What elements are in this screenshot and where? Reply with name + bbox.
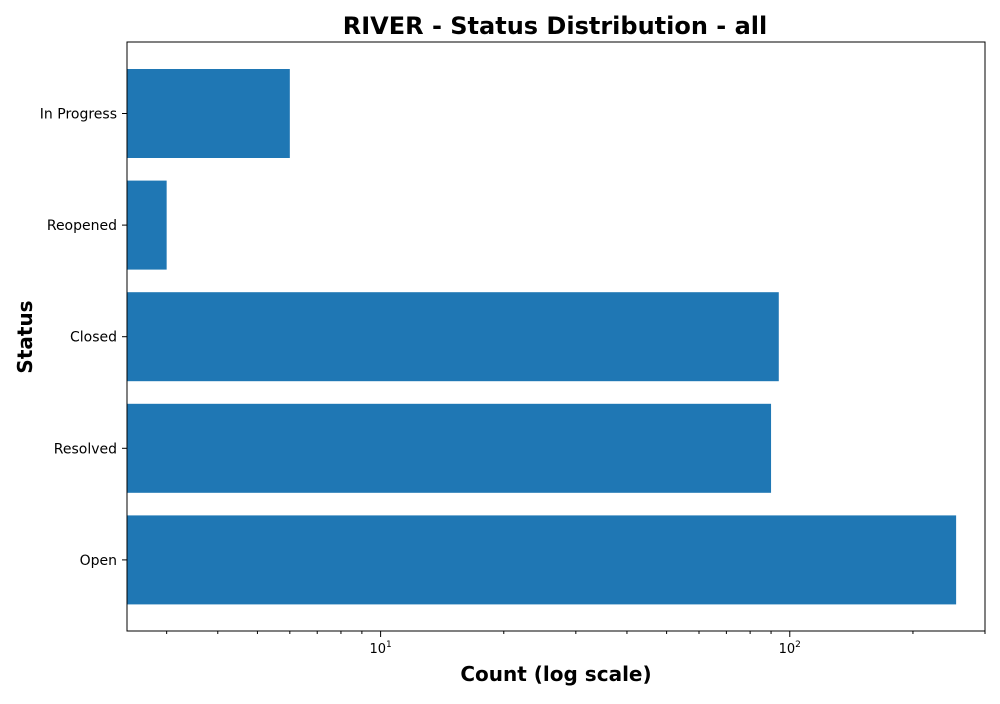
- x-ticks-group: 101 102: [166, 631, 986, 657]
- y-axis-label: Status: [13, 300, 37, 373]
- y-tick-label: In Progress: [40, 107, 117, 123]
- x-tick-label: 101: [369, 640, 391, 657]
- bar-closed: [127, 292, 779, 382]
- bar-open: [127, 515, 957, 605]
- bar-in-progress: [127, 69, 290, 158]
- y-tick-label: Reopened: [47, 218, 117, 234]
- bar-resolved: [127, 403, 772, 493]
- y-tick-label: Open: [80, 553, 117, 569]
- bar-reopened: [127, 180, 167, 270]
- bars-group: [127, 69, 957, 605]
- x-axis-label: Count (log scale): [460, 662, 651, 686]
- plot-area-frame: [126, 41, 986, 632]
- y-tick-label: Closed: [70, 330, 117, 346]
- y-ticks-group: Open Resolved Closed Reopened In Progress: [40, 107, 127, 569]
- y-tick-label: Resolved: [54, 441, 117, 457]
- x-tick-label: 102: [779, 640, 801, 657]
- chart-title: RIVER - Status Distribution - all: [343, 12, 768, 40]
